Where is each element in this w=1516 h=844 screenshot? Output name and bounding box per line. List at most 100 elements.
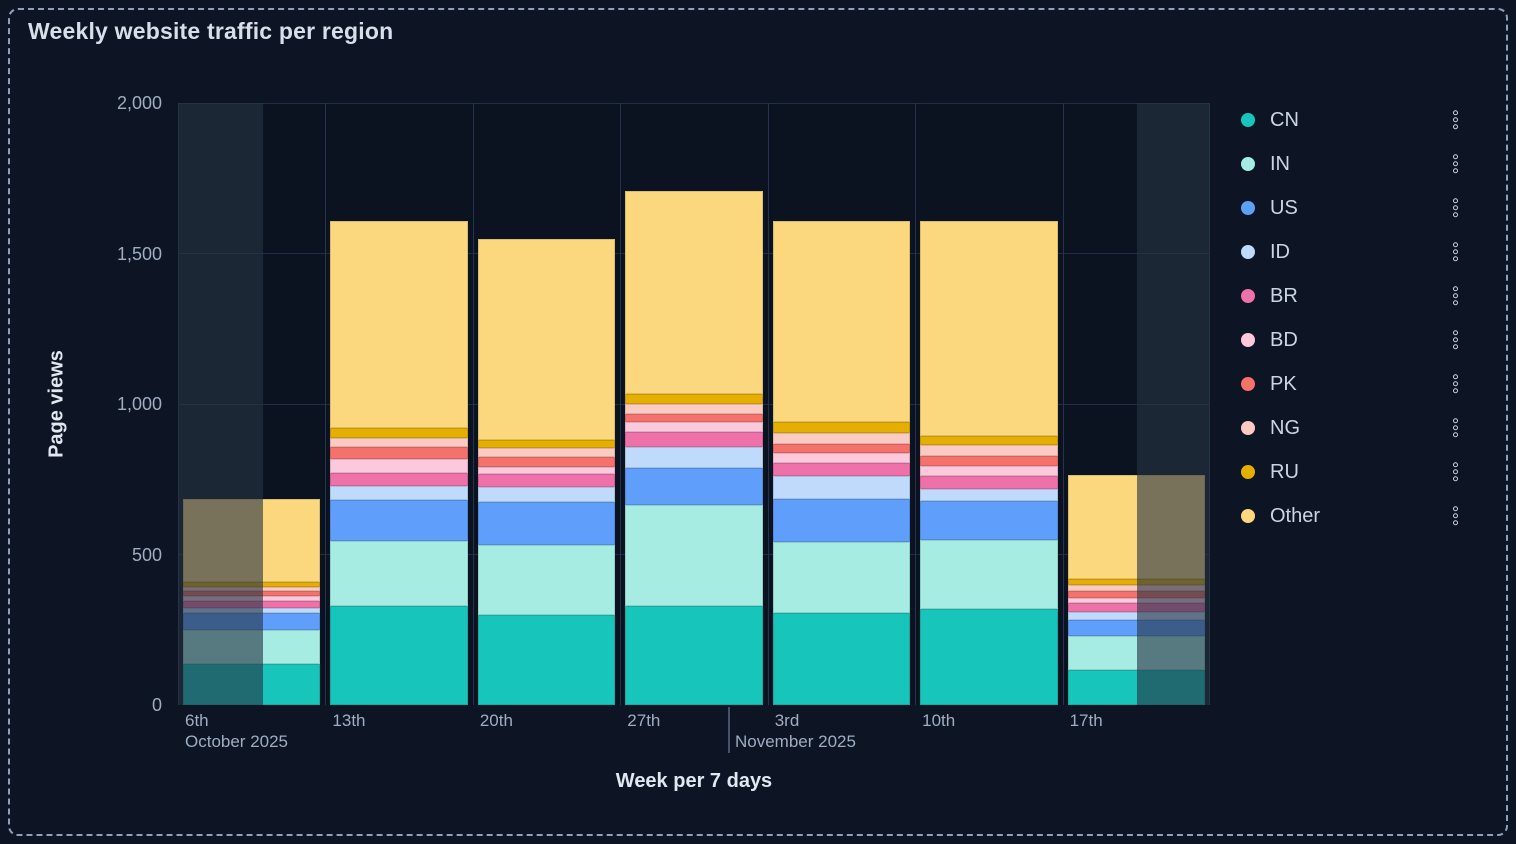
bar-segment-NG[interactable] [625,404,763,414]
legend-item-NG[interactable]: NG [1241,406,1473,450]
bar-segment-BR[interactable] [330,472,468,486]
bar-segment-PK[interactable] [477,456,616,467]
bar-segment-US[interactable] [330,500,468,541]
bar-segment-Other[interactable] [772,221,911,422]
bar-10th [920,220,1058,705]
bar-segment-BD[interactable] [772,453,911,463]
legend-color-dot [1241,465,1255,479]
bar-segment-Other[interactable] [920,220,1058,436]
kebab-menu-icon[interactable] [1453,461,1458,483]
column-separator [767,103,769,705]
kebab-menu-icon[interactable] [1453,417,1458,439]
bar-13th [330,220,468,705]
bar-segment-PK[interactable] [1067,591,1205,598]
bar-segment-IN[interactable] [920,540,1058,609]
bar-segment-RU[interactable] [772,421,911,434]
bar-20th [477,239,616,705]
kebab-menu-icon[interactable] [1453,505,1458,527]
bar-segment-BR[interactable] [772,462,911,476]
bar-segment-BR[interactable] [477,474,616,488]
bar-segment-NG[interactable] [920,445,1058,456]
legend-item-BD[interactable]: BD [1241,318,1473,362]
bar-segment-IN[interactable] [625,504,763,606]
bar-segment-BD[interactable] [330,459,468,473]
kebab-menu-icon[interactable] [1453,241,1458,263]
bar-segment-BD[interactable] [1067,597,1205,603]
kebab-menu-icon[interactable] [1453,285,1458,307]
bar-segment-PK[interactable] [920,455,1058,466]
column-separator [325,103,327,705]
bar-segment-CN[interactable] [772,613,911,705]
x-tick-label: 13th [332,711,366,730]
legend-color-dot [1241,421,1255,435]
column-separator [915,103,917,705]
bar-segment-IN[interactable] [330,540,468,606]
bar-segment-Other[interactable] [625,191,763,395]
bar-segment-ID[interactable] [772,475,911,499]
legend-item-Other[interactable]: Other [1241,494,1473,538]
kebab-menu-icon[interactable] [1453,197,1458,219]
bar-segment-US[interactable] [625,468,763,505]
legend-item-label: RU [1270,460,1299,483]
bar-segment-IN[interactable] [477,544,616,615]
bar-segment-BR[interactable] [920,475,1058,490]
bar-segment-BD[interactable] [625,421,763,433]
legend-item-ID[interactable]: ID [1241,230,1473,274]
bar-segment-RU[interactable] [1067,578,1205,586]
bar-segment-PK[interactable] [625,413,763,422]
bar-segment-US[interactable] [772,498,911,543]
legend-item-label: PK [1270,372,1297,395]
bar-27th [625,191,763,705]
bar-segment-CN[interactable] [920,608,1058,705]
bar-segment-PK[interactable] [772,443,911,454]
bar-segment-RU[interactable] [920,435,1058,446]
legend-item-PK[interactable]: PK [1241,362,1473,406]
bar-segment-NG[interactable] [477,447,616,457]
bar-segment-BD[interactable] [920,465,1058,476]
bar-segment-NG[interactable] [330,438,468,448]
bar-segment-BR[interactable] [1067,602,1205,612]
legend-item-label: Other [1270,504,1321,527]
bar-segment-ID[interactable] [1067,611,1205,621]
bar-segment-ID[interactable] [477,487,616,503]
bar-segment-ID[interactable] [330,485,468,501]
bar-segment-IN[interactable] [772,542,911,614]
bar-segment-RU[interactable] [330,428,468,438]
legend-item-IN[interactable]: IN [1241,142,1473,186]
bar-segment-RU[interactable] [625,394,763,404]
y-tick-label: 1,000 [116,394,162,414]
bar-segment-US[interactable] [477,502,616,545]
legend-item-BR[interactable]: BR [1241,274,1473,318]
x-tick-label: 3rd [774,711,800,730]
kebab-menu-icon[interactable] [1453,373,1458,395]
legend-item-RU[interactable]: RU [1241,450,1473,494]
bar-segment-RU[interactable] [477,439,616,448]
y-axis: 0 500 1,000 1,500 2,000 [0,93,162,715]
bar-segment-NG[interactable] [772,433,911,444]
bar-segment-US[interactable] [920,500,1058,541]
bar-segment-BR[interactable] [625,432,763,448]
kebab-menu-icon[interactable] [1453,329,1458,351]
legend-item-label: IN [1270,152,1290,175]
legend-color-dot [1241,333,1255,347]
bar-segment-BD[interactable] [477,466,616,475]
bar-segment-CN[interactable] [477,614,616,705]
legend-item-label: NG [1270,416,1300,439]
column-separator [620,103,622,705]
bar-segment-PK[interactable] [330,447,468,460]
bar-segment-NG[interactable] [1067,585,1205,592]
bar-segment-Other[interactable] [477,239,616,440]
legend-item-US[interactable]: US [1241,186,1473,230]
bar-segment-CN[interactable] [625,605,763,705]
bar-segment-ID[interactable] [920,489,1058,501]
kebab-menu-icon[interactable] [1453,109,1458,131]
kebab-menu-icon[interactable] [1453,153,1458,175]
bar-segment-Other[interactable] [330,220,468,429]
month-label: November 2025 [735,732,856,751]
legend-item-CN[interactable]: CN [1241,98,1473,142]
gridline [178,102,1210,104]
bar-segment-ID[interactable] [625,447,763,469]
y-tick-label: 1,500 [116,243,162,264]
bar-segment-CN[interactable] [330,605,468,705]
y-tick-label: 500 [131,544,162,565]
